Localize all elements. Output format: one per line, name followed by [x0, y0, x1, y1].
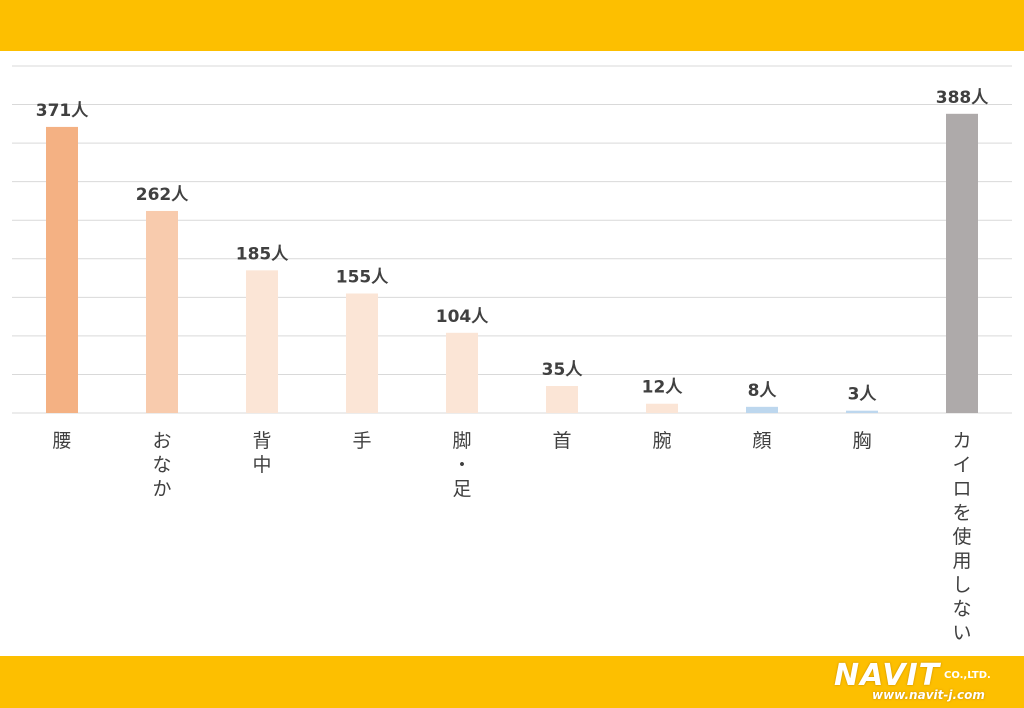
category-label: 腰: [52, 430, 71, 452]
chart-bars: [46, 113, 978, 413]
bar: [446, 332, 478, 413]
category-label: 首: [552, 430, 571, 452]
top-banner: [0, 0, 1024, 51]
category-label: 背中: [252, 430, 271, 476]
bar: [946, 113, 978, 413]
category-label: カイロを使用しない: [952, 430, 971, 644]
logo-suffix: CO.,LTD.: [944, 670, 991, 681]
bar: [746, 406, 778, 413]
data-label: 8人: [748, 381, 778, 401]
logo-brand: NAVIT: [834, 658, 941, 693]
company-logo: NAVIT CO.,LTD. www.navit-j.com: [834, 660, 1010, 704]
logo-url: www.navit-j.com: [872, 688, 985, 702]
bar: [346, 293, 378, 413]
data-label: 12人: [642, 378, 684, 398]
data-label: 185人: [236, 244, 289, 264]
data-label: 155人: [336, 267, 389, 287]
bar: [646, 403, 678, 413]
bar: [246, 270, 278, 413]
data-label: 262人: [136, 185, 189, 205]
data-label: 35人: [542, 360, 584, 380]
bar-chart: 371人 262人 185人 155人 104人 35人 12人 8人 3人 388人 腰 おなか 背…: [12, 65, 1012, 644]
data-label: 104人: [436, 307, 489, 327]
chart-value-labels: 371人 262人 185人 155人 104人 35人 12人 8人 3人 388人: [36, 88, 989, 405]
data-label: 3人: [848, 385, 878, 405]
bottom-banner: [0, 656, 1024, 708]
chart-gridlines: [12, 65, 1012, 414]
bar: [846, 410, 878, 413]
data-label: 388人: [936, 88, 989, 108]
category-label: おなか: [152, 430, 171, 500]
bar: [46, 126, 78, 413]
bar: [546, 386, 578, 413]
category-label: 腕: [652, 430, 671, 452]
category-label: 顔: [752, 430, 771, 452]
category-label: 胸: [852, 430, 871, 452]
data-label: 371人: [36, 101, 89, 121]
bar: [146, 210, 178, 413]
category-label: 手: [352, 430, 371, 452]
chart-category-labels: 腰 おなか 背中 手 脚・足 首 腕 顔 胸 カイロを使用しない: [52, 430, 971, 644]
category-label: 脚・足: [452, 430, 471, 500]
